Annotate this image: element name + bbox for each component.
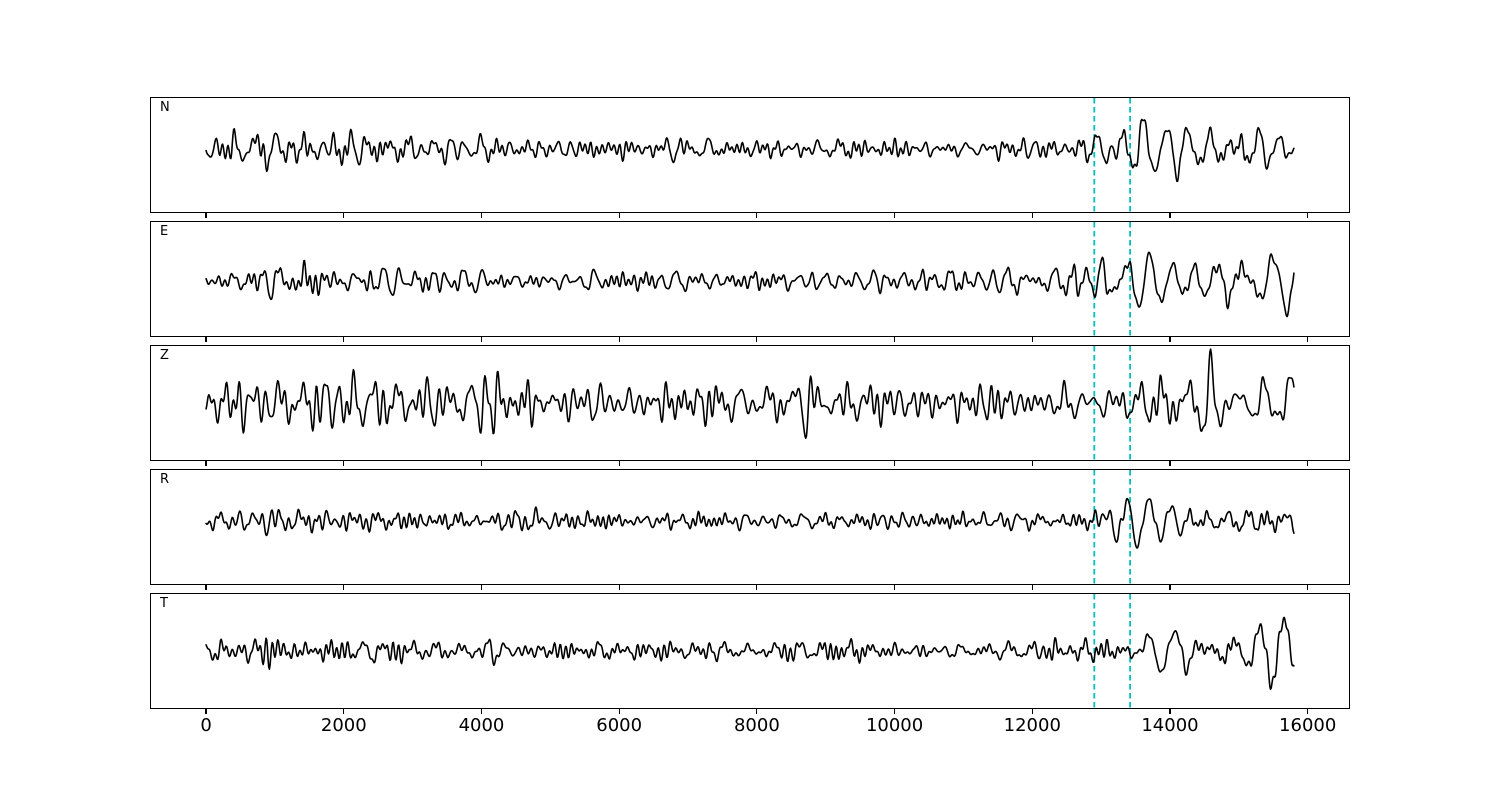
x-tick-mark bbox=[1169, 461, 1171, 466]
x-tick-label: 4000 bbox=[458, 715, 505, 736]
seismogram-trace bbox=[205, 616, 1295, 691]
x-tick-mark bbox=[480, 585, 483, 590]
x-tick-label: 10000 bbox=[865, 715, 924, 736]
waveform-panel-t: T bbox=[150, 593, 1350, 709]
x-tick-label: 12000 bbox=[1003, 715, 1061, 736]
waveform-trace-n bbox=[205, 98, 1295, 212]
x-tick-mark bbox=[618, 709, 620, 714]
x-tick-mark bbox=[1307, 337, 1309, 342]
x-tick-mark bbox=[1307, 709, 1309, 714]
x-tick-mark bbox=[205, 213, 207, 218]
seismogram-trace bbox=[205, 251, 1295, 318]
x-tick-mark bbox=[893, 461, 896, 466]
x-tick-mark bbox=[1031, 709, 1033, 714]
x-tick-mark bbox=[1307, 585, 1309, 590]
waveform-panel-n: N bbox=[150, 97, 1350, 213]
panel-label-r: R bbox=[160, 472, 170, 487]
x-tick-mark bbox=[1169, 337, 1171, 342]
x-tick-mark bbox=[205, 585, 207, 590]
x-tick-mark bbox=[480, 709, 483, 714]
x-tick-mark bbox=[1031, 337, 1033, 342]
x-tick-label: 6000 bbox=[596, 715, 643, 736]
x-tick-mark bbox=[1169, 213, 1171, 218]
x-tick-mark bbox=[1169, 585, 1171, 590]
x-tick-mark bbox=[480, 337, 483, 342]
x-tick-mark bbox=[893, 709, 896, 714]
x-tick-label: 16000 bbox=[1279, 715, 1337, 736]
x-tick-mark bbox=[343, 709, 345, 714]
x-axis-tick-labels: 0 2000 4000 6000 8000 10000 12000 14000 16000 bbox=[0, 716, 1500, 738]
waveform-trace-t bbox=[205, 594, 1295, 708]
x-tick-mark bbox=[756, 213, 758, 218]
x-tick-mark bbox=[205, 461, 207, 466]
x-tick-label: 8000 bbox=[733, 715, 780, 736]
panel-label-n: N bbox=[160, 100, 170, 115]
panel-label-t: T bbox=[160, 596, 168, 611]
x-tick-mark bbox=[343, 337, 345, 342]
x-tick-mark bbox=[343, 585, 345, 590]
x-tick-mark bbox=[480, 461, 483, 466]
x-tick-mark bbox=[893, 337, 896, 342]
waveform-trace-e bbox=[205, 222, 1295, 336]
x-tick-label: 0 bbox=[200, 715, 212, 736]
x-tick-mark bbox=[1307, 213, 1309, 218]
waveform-panel-r: R bbox=[150, 469, 1350, 585]
x-tick-mark bbox=[1031, 585, 1033, 590]
x-tick-mark bbox=[618, 337, 620, 342]
x-tick-mark bbox=[1169, 709, 1171, 714]
x-tick-mark bbox=[618, 461, 620, 466]
x-tick-mark bbox=[756, 585, 758, 590]
seismogram-trace bbox=[205, 497, 1295, 549]
waveform-trace-z bbox=[205, 346, 1295, 460]
panel-label-z: Z bbox=[160, 348, 169, 363]
x-tick-mark bbox=[618, 213, 620, 218]
seismogram-trace bbox=[205, 118, 1295, 183]
x-tick-mark bbox=[343, 213, 345, 218]
x-tick-mark bbox=[893, 585, 896, 590]
x-tick-mark bbox=[1307, 461, 1309, 466]
x-tick-mark bbox=[205, 337, 207, 342]
x-tick-mark bbox=[1031, 213, 1033, 218]
x-tick-mark bbox=[756, 461, 758, 466]
x-tick-mark bbox=[480, 213, 483, 218]
x-tick-label: 14000 bbox=[1141, 715, 1199, 736]
x-tick-mark bbox=[343, 461, 345, 466]
x-tick-mark bbox=[618, 585, 620, 590]
waveform-panel-z: Z bbox=[150, 345, 1350, 461]
x-tick-mark bbox=[756, 337, 758, 342]
seismogram-trace bbox=[205, 348, 1295, 439]
waveform-panel-e: E bbox=[150, 221, 1350, 337]
panel-label-e: E bbox=[160, 224, 169, 239]
x-tick-mark bbox=[1031, 461, 1033, 466]
x-tick-mark bbox=[893, 213, 896, 218]
waveform-trace-r bbox=[205, 470, 1295, 584]
x-tick-label: 2000 bbox=[320, 715, 367, 736]
x-tick-mark bbox=[205, 709, 207, 714]
x-tick-mark bbox=[756, 709, 758, 714]
